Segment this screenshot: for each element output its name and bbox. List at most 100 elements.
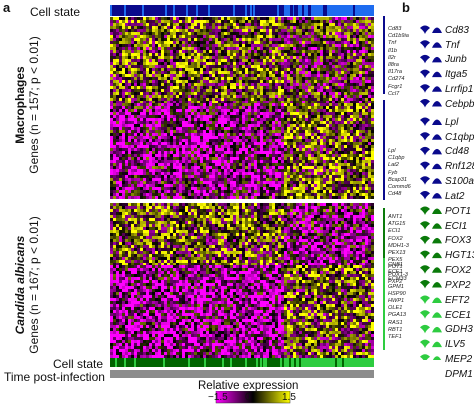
cell-state-bottom-tick: [260, 358, 262, 367]
panel-b-gene-mac-down-3: Rnf128: [445, 160, 474, 175]
panel-b-gene-mac-up-4: Lrrfip1: [445, 83, 474, 98]
panel-b-gene-ca-up-1: ECI1: [445, 220, 474, 235]
tiny-gene-mac-up-1: Cd1b9ia: [388, 33, 409, 40]
tiny-gene-mac-up-0: Cd83: [388, 26, 409, 33]
cell-state-bottom-tick: [335, 358, 337, 367]
tiny-gene-ca-down-6: OLE1: [388, 305, 407, 312]
cell-state-bottom-tick: [263, 358, 265, 367]
macrophages-subtitle: Genes (n = 157; p < 0.01): [27, 35, 41, 175]
cell-state-top-tick: [291, 5, 293, 16]
panel-b-gene-ca-up-5: PXP2: [445, 279, 474, 294]
panel-b-violin-glyphs: [417, 20, 445, 360]
time-post-infection-bar: [110, 370, 374, 378]
panel-b-gene-mac-up-2: Junb: [445, 53, 474, 68]
tiny-gene-mac-up-3: Il1b: [388, 48, 409, 55]
cell-state-bottom-tick: [188, 358, 190, 367]
heatmap-block-0: [110, 17, 374, 104]
candida-subtitle: Genes (n = 167; p < 0.01): [27, 215, 41, 355]
tiny-gene-ca-down-9: RBT1: [388, 327, 407, 334]
cell-state-top-tick: [277, 5, 279, 16]
panel-b-gene-ca-down-4: MEP2: [445, 353, 473, 368]
panel-b-gene-ca-down-5: DPM1: [445, 368, 473, 383]
cell-state-bottom-tick: [124, 358, 126, 367]
violin-icon-ca-down-1: [420, 310, 442, 319]
tiny-gene-ca-down-1: ECE1: [388, 269, 407, 276]
violin-icon-mac-down-0: [420, 118, 442, 127]
panel-b-label: b: [402, 0, 410, 15]
cell-state-top-tick: [353, 5, 355, 16]
panel-b-gene-mac-down-0: Lpl: [445, 116, 474, 131]
cell-state-bottom-tick: [245, 358, 247, 367]
cell-state-top-tick: [245, 5, 247, 16]
violin-icon-ca-up-4: [420, 265, 442, 274]
tiny-gene-ca-up-2: ECI1: [388, 228, 409, 235]
cell-state-bottom-label: Cell state: [53, 357, 103, 371]
cell-state-top-label: Cell state: [30, 5, 80, 19]
violin-icon-mac-down-4: [420, 176, 442, 185]
candida-axis-label: Candida albicans Genes (n = 167; p < 0.0…: [13, 215, 43, 355]
cell-state-top-tick: [186, 5, 188, 16]
panel-b-gene-mac-down-2: Cd48: [445, 145, 474, 160]
panel-b-gene-ca-up-2: FOX3: [445, 234, 474, 249]
panel-b-gene-ca-down-2: GDH3: [445, 323, 473, 338]
cell-state-top-tick: [323, 5, 325, 16]
panel-b-gene-mac-down-4: S100a1: [445, 175, 474, 190]
violin-icon-mac-up-2: [420, 55, 442, 64]
tiny-gene-mac-down-2: Lat2: [388, 162, 411, 169]
violin-icon-mac-down-5: [420, 191, 442, 200]
cell-state-top-tick: [294, 5, 296, 16]
organism-separator: [110, 200, 374, 203]
violin-icon-ca-up-3: [420, 251, 442, 260]
legend-tick-0: −1.5: [208, 392, 228, 403]
tiny-gene-ca-down-8: RAS1: [388, 320, 407, 327]
panel-b-gene-ca-down-1: ECE1: [445, 309, 473, 324]
panel-b-gene-mac-up-0: Cd83: [445, 24, 474, 39]
panel-b-gene-mac-up-1: Tnf: [445, 39, 474, 54]
tiny-gene-mac-up-7: Cd274: [388, 76, 409, 83]
tiny-gene-ca-down-7: PGA13: [388, 312, 407, 319]
violin-icon-ca-up-5: [420, 280, 442, 289]
cell-state-top-tick: [165, 5, 167, 16]
panel-b-gene-mac-up-5: Cebpb: [445, 98, 474, 113]
tiny-gene-ca-down-5: HWP1: [388, 298, 407, 305]
panel-b-gene-ca-down-3: ILV5: [445, 338, 473, 353]
panel-b-gene-ca-down-0: EFT2: [445, 294, 473, 309]
cell-state-bottom-tick: [134, 358, 136, 367]
tiny-gene-mac-down-6: Cd48: [388, 191, 411, 198]
cell-state-bottom-tick: [256, 358, 258, 367]
panel-b-list-macrophage-down: LplC1qbpCd48Rnf128S100a1Lat2: [445, 116, 474, 204]
violin-icon-ca-down-2: [420, 325, 442, 334]
cell-state-bottom-tick: [230, 358, 232, 367]
tiny-gene-mac-down-0: Lpl: [388, 148, 411, 155]
panel-b-gene-ca-up-3: HGT13: [445, 249, 474, 264]
tiny-gene-mac-down-3: Fyb: [388, 170, 411, 177]
heatmap: [110, 5, 374, 379]
cell-state-top-tick: [296, 5, 298, 16]
cell-state-top-tick: [233, 5, 235, 16]
violin-icon-ca-up-0: [420, 207, 442, 216]
tiny-gene-mac-up-6: Il17ra: [388, 69, 409, 76]
cell-state-bottom-tick: [289, 358, 291, 367]
heatmap-block-2: [110, 203, 374, 266]
bracket-candida-down: [383, 258, 385, 350]
tiny-gene-mac-down-4: Bcap31: [388, 177, 411, 184]
cell-state-top-tick: [250, 5, 252, 16]
macrophages-axis-label: Macrophages Genes (n = 157; p < 0.01): [13, 35, 43, 175]
bracket-macrophage-up: [383, 16, 385, 94]
tiny-gene-ca-up-3: FOX2: [388, 236, 409, 243]
violin-icon-mac-up-3: [420, 70, 442, 79]
cell-state-top-tick: [173, 5, 175, 16]
cell-state-bottom-tick: [265, 358, 267, 367]
panel-b-gene-mac-down-5: Lat2: [445, 190, 474, 205]
cell-state-top-tick: [253, 5, 255, 16]
bracket-candida-up: [383, 208, 385, 258]
tiny-gene-ca-up-1: ATG15: [388, 221, 409, 228]
panel-a-label: a: [3, 0, 10, 15]
heatmap-block-3: [110, 265, 374, 358]
legend-tick-1: 0: [245, 392, 251, 403]
